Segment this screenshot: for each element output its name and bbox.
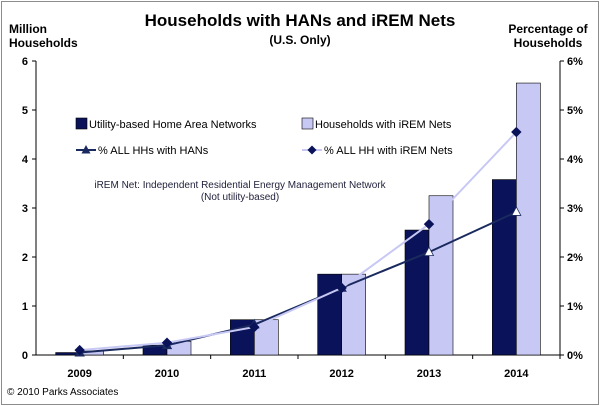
right-tick-label: 0% — [567, 350, 583, 362]
left-tick-label: 5 — [22, 105, 28, 117]
annotation-text: iREM Net: Independent Residential Energy… — [94, 180, 386, 191]
left-tick-label: 0 — [22, 350, 28, 362]
point-irem-pct — [336, 282, 347, 294]
legend-swatch — [301, 117, 314, 130]
x-tick-label: 2013 — [417, 368, 441, 380]
point-irem-pct — [249, 321, 260, 333]
point-han-pct — [511, 206, 522, 216]
x-tick-label: 2011 — [242, 368, 266, 380]
bar-han — [492, 179, 517, 356]
x-tick-label: 2014 — [504, 368, 529, 380]
legend-marker — [307, 145, 317, 155]
bar-han — [404, 229, 430, 356]
bar-irem — [428, 195, 454, 356]
right-tick-label: 1% — [567, 301, 583, 313]
legend-label: % ALL HH with iREM Nets — [324, 145, 453, 157]
left-axis-title: Million Households — [9, 22, 78, 50]
point-han-pct — [423, 246, 435, 257]
chart-title: Households with HANs and iREM Nets — [144, 11, 456, 30]
x-tick-label: 2009 — [67, 368, 91, 380]
left-tick-label: 1 — [22, 301, 28, 313]
copyright-text: © 2010 Parks Associates — [7, 387, 119, 398]
right-tick-label: 3% — [567, 203, 583, 215]
left-tick-label: 4 — [22, 154, 29, 166]
right-tick-label: 2% — [567, 252, 583, 264]
line-han-pct — [79, 211, 517, 354]
bar-irem — [516, 82, 541, 356]
legend-marker — [81, 145, 91, 154]
legend-swatch — [75, 117, 88, 130]
line-irem-pct — [79, 131, 518, 352]
x-tick-label: 2012 — [329, 368, 353, 380]
right-tick-label: 5% — [567, 105, 583, 117]
point-irem-pct — [161, 337, 173, 348]
chart-subtitle: (U.S. Only) — [269, 33, 331, 47]
left-tick-label: 2 — [22, 252, 28, 264]
point-irem-pct — [511, 126, 522, 138]
right-tick-label: 4% — [567, 154, 583, 166]
annotation-text: (Not utility-based) — [201, 192, 279, 203]
point-irem-pct — [423, 218, 435, 230]
x-tick-label: 2010 — [155, 368, 179, 380]
left-tick-label: 3 — [22, 203, 28, 215]
legend-label: Households with iREM Nets — [315, 119, 452, 131]
point-irem-pct — [74, 344, 85, 356]
right-axis-title: Percentage of Households — [508, 22, 588, 50]
legend-label: Utility-based Home Area Networks — [89, 119, 257, 131]
right-tick-label: 6% — [567, 56, 583, 68]
legend-label: % ALL HHs with HANs — [98, 145, 209, 157]
left-tick-label: 6 — [22, 56, 28, 68]
